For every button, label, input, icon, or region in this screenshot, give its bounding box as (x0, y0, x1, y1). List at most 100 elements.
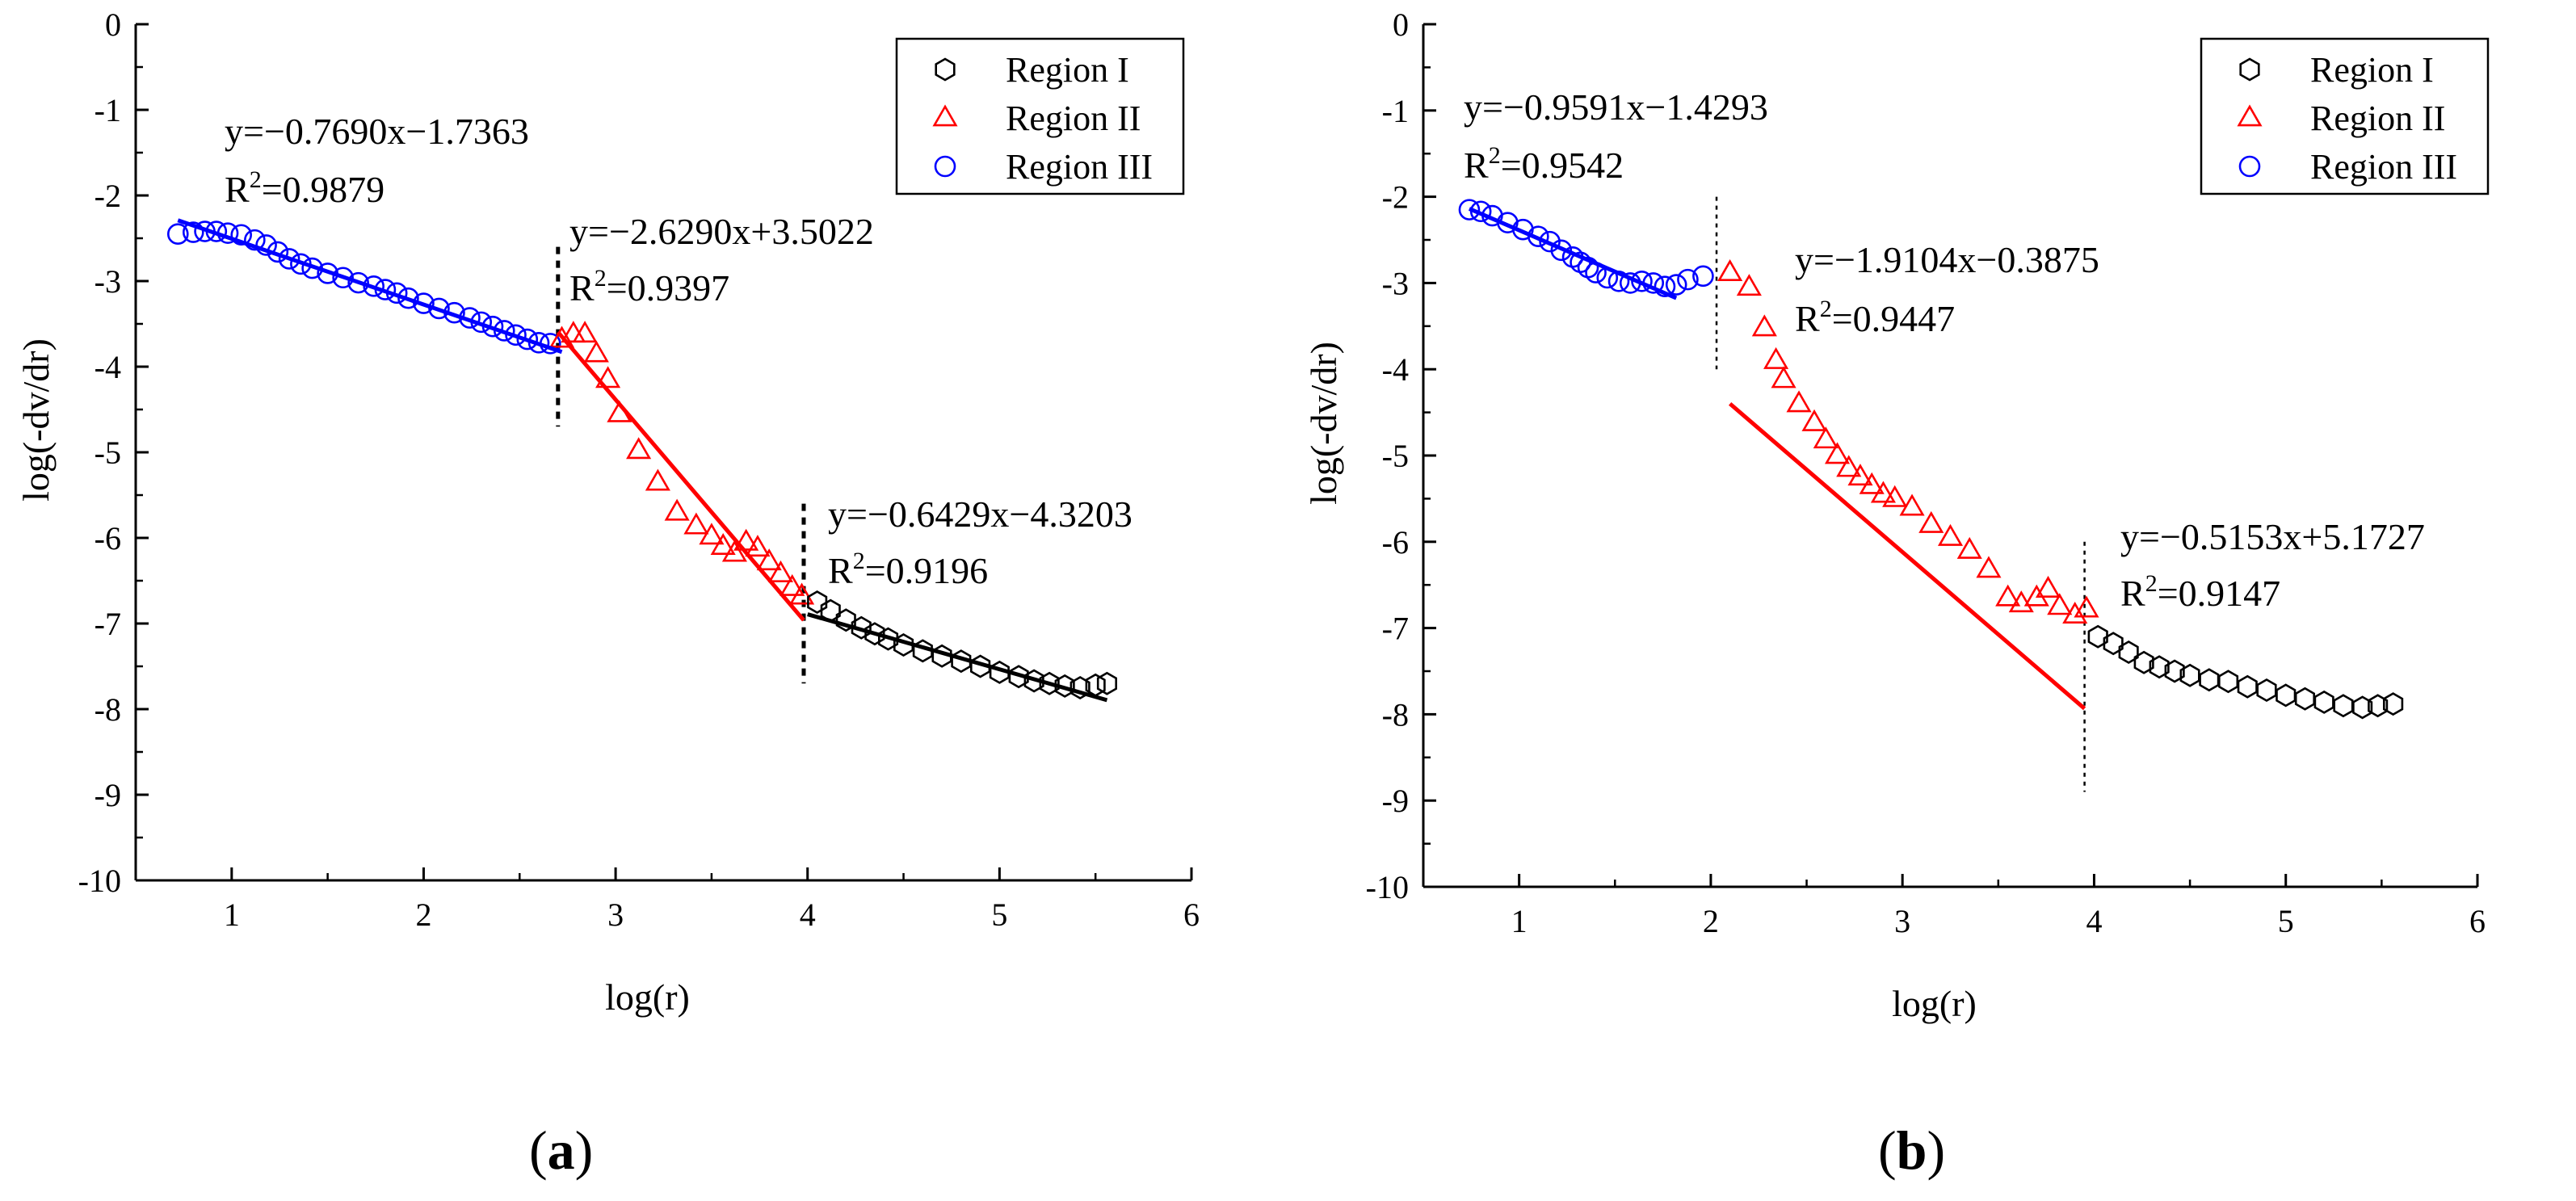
data-point (1763, 346, 1789, 369)
panel-a-fit-line-1 (177, 218, 563, 355)
legend-marker (2238, 155, 2261, 178)
panel-b-y-tick-label: -1 (1382, 93, 1409, 129)
panel-b-legend-label: Region II (2310, 99, 2445, 138)
data-point (2256, 678, 2277, 702)
data-point (2352, 695, 2373, 720)
panel-a-legend-label: Region I (1006, 50, 1129, 90)
r2-value: =0.9196 (865, 550, 988, 591)
panel-label-b: (b) (1878, 1119, 1946, 1181)
panel-a-x-tick-label: 5 (991, 897, 1007, 933)
data-point (851, 615, 872, 640)
panel-b-y-tick-label: -6 (1382, 524, 1409, 561)
data-point (2179, 663, 2200, 687)
r2-superscript: 2 (250, 166, 262, 193)
panel-a-y-tick-label: -7 (95, 606, 121, 642)
data-point (1870, 481, 1897, 503)
panel-a-x-tick-label: 3 (607, 897, 624, 933)
panel-b-x-axis-label: log(r) (1892, 983, 1977, 1024)
r2-value: =0.9879 (262, 169, 385, 210)
panel-a-fit-equation-1: y=−0.7690x−1.7363 (225, 111, 529, 152)
data-point (626, 437, 652, 460)
data-point (2333, 694, 2354, 718)
panel-a-series-region-ii (549, 321, 815, 605)
data-point (1550, 239, 1573, 262)
data-point (2383, 692, 2404, 716)
data-point (1771, 366, 1796, 388)
data-point (1847, 464, 1873, 486)
data-point (1956, 536, 1982, 559)
r2-symbol: R (2120, 573, 2145, 614)
data-point (1692, 265, 1714, 288)
panel-b-fit-equation-3: y=−0.5153x+5.1727 (2120, 516, 2425, 557)
data-point (1677, 268, 1699, 291)
data-point (710, 532, 736, 556)
data-point (2074, 595, 2099, 618)
panel-b-legend: Region I Region II Region III (2200, 37, 2490, 195)
panel-b-legend-label: Region I (2310, 50, 2434, 90)
panel-a-x-axis-label: log(r) (605, 976, 690, 1018)
data-point (2087, 624, 2108, 649)
r2-superscript: 2 (595, 265, 607, 292)
panel-b-y-tick-label: -9 (1382, 783, 1409, 819)
data-point (2149, 655, 2170, 679)
panel-b-x-tick-label: 1 (1511, 903, 1528, 939)
legend-marker (2237, 104, 2263, 127)
data-point (664, 498, 690, 521)
panel-b-x-tick-label: 2 (1703, 903, 1719, 939)
data-point (780, 573, 805, 596)
r2-value: =0.9447 (1832, 298, 1955, 339)
data-point (1859, 472, 1885, 494)
panel-a-legend-label: Region III (1006, 147, 1153, 187)
data-point (807, 590, 828, 615)
data-point (733, 528, 759, 551)
data-point (2368, 694, 2389, 718)
panel-b-fit-r2-3: R2=0.9147 (2120, 570, 2280, 614)
panel-a-x-tick-label: 1 (224, 897, 240, 933)
panel-a-x-tick-label: 4 (800, 897, 816, 933)
panel-b-fit-line-2 (1729, 401, 2086, 711)
r2-superscript: 2 (853, 548, 865, 574)
r2-symbol: R (1464, 145, 1489, 186)
panel-b-series-region-i (2087, 624, 2404, 720)
panel-a-y-tick-label: -4 (95, 349, 121, 385)
panel-a-y-tick-label: -2 (95, 178, 121, 214)
data-point (595, 366, 621, 388)
panel-b-y-tick-label: -2 (1382, 179, 1409, 216)
panel-a-fit-line-3 (807, 612, 1108, 703)
legend-marker (934, 155, 956, 178)
data-point (721, 540, 747, 562)
legend-marker (2239, 57, 2260, 82)
panel-label-a-letter: a (547, 1119, 575, 1181)
panel-a-legend-box (895, 37, 1185, 195)
data-point (1882, 485, 1908, 507)
legend-marker (932, 104, 958, 127)
data-point (745, 535, 771, 557)
data-point (699, 523, 725, 545)
data-point (505, 324, 527, 346)
data-point (835, 608, 856, 632)
panel-b-y-tick-label: -5 (1382, 438, 1409, 474)
data-point (2294, 687, 2315, 711)
data-point (645, 468, 670, 491)
data-point (1665, 274, 1687, 296)
data-point (1786, 390, 1812, 413)
data-point (332, 267, 354, 289)
panel-a-y-tick-label: -10 (78, 863, 121, 899)
r2-value: =0.9147 (2158, 573, 2280, 614)
data-point (1736, 274, 1762, 296)
panel-b-y-tick-label: 0 (1393, 6, 1409, 43)
panel-a-y-axis-label: log(-dv/dr) (15, 338, 57, 502)
data-point (1631, 270, 1653, 292)
data-point (2103, 632, 2124, 656)
r2-superscript: 2 (2145, 570, 2158, 597)
panel-a-fit-r2-3: R2=0.9196 (828, 548, 988, 591)
panel-a-y-tick-label: -5 (95, 435, 121, 471)
data-point (2035, 575, 2061, 598)
data-point (166, 223, 189, 246)
data-point (1717, 258, 1743, 281)
data-point (2062, 601, 2088, 624)
data-point (583, 340, 609, 363)
panel-b-fit-equation-2: y=−1.9104x−0.3875 (1795, 239, 2099, 280)
panel-b-legend-box (2200, 37, 2490, 195)
r2-symbol: R (225, 169, 250, 210)
